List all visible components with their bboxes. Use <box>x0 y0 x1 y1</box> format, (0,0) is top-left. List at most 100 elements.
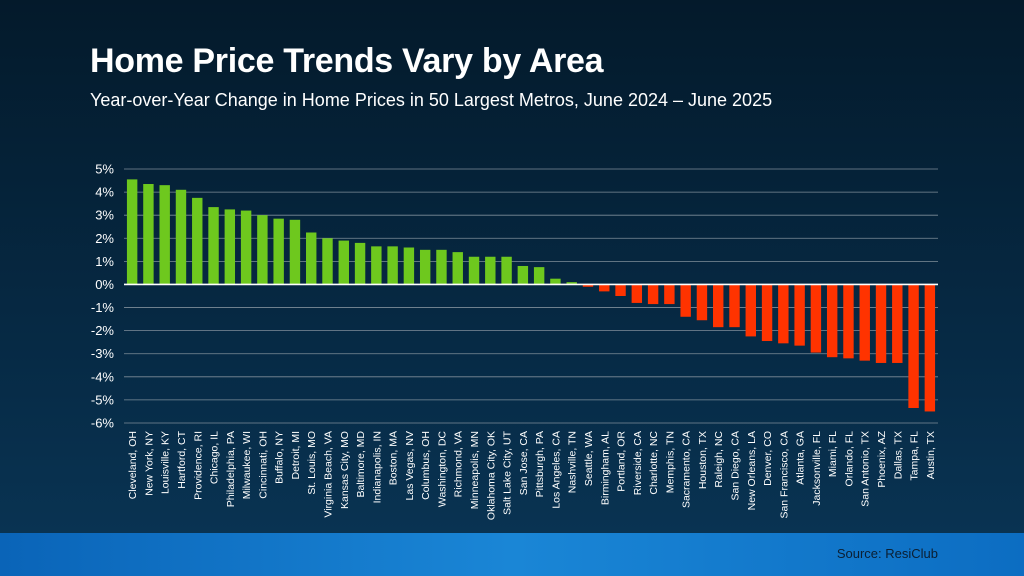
x-tick-label: Louisville, KY <box>160 431 172 494</box>
x-tick-label: Nashville, TN <box>567 431 579 493</box>
y-tick-label: 4% <box>95 185 114 200</box>
bar <box>126 179 138 285</box>
bar <box>224 209 236 285</box>
bar <box>566 282 577 285</box>
x-tick-label: Charlotte, NC <box>648 431 660 495</box>
source-note: Source: ResiClub <box>836 546 938 561</box>
bar <box>810 284 822 353</box>
y-tick-label: 5% <box>95 162 114 177</box>
x-tick-label: New York, NY <box>143 431 155 496</box>
chart-title: Home Price Trends Vary by Area <box>90 42 604 80</box>
footer-band: Source: ResiClub <box>0 533 1024 576</box>
bar <box>550 278 561 285</box>
x-tick-label: New Orleans, LA <box>746 431 758 510</box>
x-tick-label: St. Louis, MO <box>306 431 318 495</box>
bar <box>159 185 170 285</box>
bar <box>908 284 919 408</box>
bar <box>761 284 773 342</box>
x-tick-label: Austin, TX <box>925 431 937 479</box>
x-tick-label: Boston, MA <box>388 431 400 485</box>
x-tick-label: Richmond, VA <box>453 431 465 497</box>
y-axis-ticks: 5% 4% 3% 2% 1% 0% -1% -2% -3% -4% -5% -6% <box>91 162 115 431</box>
x-tick-label: Virginia Beach, VA <box>323 431 335 518</box>
y-tick-label: -5% <box>91 392 115 407</box>
x-tick-label: Portland, OR <box>616 431 628 492</box>
x-tick-label: Seattle, WA <box>583 431 595 486</box>
x-tick-label: Washington, DC <box>436 431 448 507</box>
x-tick-label: Kansas City, MO <box>339 431 351 509</box>
x-tick-label: Baltimore, MD <box>355 431 367 498</box>
bar <box>322 238 333 285</box>
bar <box>729 284 740 328</box>
bar <box>354 242 366 285</box>
y-tick-label: -4% <box>91 369 115 384</box>
bar <box>485 256 496 285</box>
x-tick-label: San Jose, CA <box>518 431 530 495</box>
x-tick-label: Providence, RI <box>192 431 204 500</box>
bar <box>257 215 268 285</box>
chart-subtitle: Year-over-Year Change in Home Prices in … <box>90 90 773 110</box>
y-tick-label: 0% <box>95 277 114 292</box>
x-tick-label: Philadelphia, PA <box>225 431 237 507</box>
y-tick-label: -1% <box>91 300 115 315</box>
bar <box>192 197 203 285</box>
bar <box>778 284 789 344</box>
x-tick-label: Detroit, MI <box>290 431 302 479</box>
x-tick-label: Sacramento, CA <box>681 431 693 508</box>
bar <box>664 284 675 305</box>
x-tick-label: Jacksonville, FL <box>811 431 823 506</box>
x-tick-label: Milwaukee, WI <box>241 431 253 499</box>
bar <box>696 284 708 321</box>
gridlines <box>124 168 938 424</box>
bar <box>143 184 154 285</box>
y-tick-label: 3% <box>95 208 114 223</box>
bar <box>501 256 512 285</box>
x-tick-label: Cleveland, OH <box>127 431 139 499</box>
bar <box>419 249 431 285</box>
x-tick-label: Minneapolis, MN <box>469 431 481 509</box>
x-tick-label: Los Angeles, CA <box>550 431 562 509</box>
bar <box>387 246 398 285</box>
x-tick-label: Oklahoma City, OK <box>485 431 497 520</box>
y-tick-label: -6% <box>91 416 115 431</box>
bar <box>582 284 594 287</box>
bar <box>599 284 610 292</box>
bar <box>371 246 382 285</box>
y-tick-label: 1% <box>95 254 114 269</box>
x-tick-label: Phoenix, AZ <box>876 430 888 487</box>
bar <box>452 252 463 285</box>
bars <box>126 179 936 412</box>
bar <box>745 284 756 337</box>
bar <box>468 256 480 285</box>
x-tick-label: Columbus, OH <box>420 431 432 500</box>
x-tick-label: San Diego, CA <box>730 431 742 500</box>
bar <box>826 284 838 358</box>
x-tick-label: Chicago, IL <box>209 431 221 484</box>
bar-chart: 5% 4% 3% 2% 1% 0% -1% -2% -3% -4% -5% -6% Cleveland… <box>91 162 938 520</box>
bar <box>533 267 545 285</box>
bar <box>306 232 317 285</box>
bar <box>631 284 643 303</box>
bar <box>892 284 903 363</box>
x-tick-label: Cincinnati, OH <box>257 431 269 499</box>
x-tick-label: Salt Lake City, UT <box>502 430 514 514</box>
x-tick-label: Pittsburgh, PA <box>534 431 546 497</box>
x-axis-labels: Cleveland, OH New York, NY Louisville, KY H… <box>127 430 937 520</box>
bar <box>517 265 529 285</box>
bar <box>680 284 691 317</box>
bar <box>713 284 724 328</box>
x-tick-label: Memphis, TN <box>664 431 676 493</box>
x-tick-label: Raleigh, NC <box>713 431 725 488</box>
bar <box>208 207 219 285</box>
x-tick-label: Hartford, CT <box>176 430 188 488</box>
bar <box>240 210 252 285</box>
x-tick-label: San Antonio, TX <box>860 431 872 507</box>
x-tick-label: Buffalo, NY <box>274 431 286 484</box>
x-tick-label: San Francisco, CA <box>778 431 790 519</box>
x-tick-label: Atlanta, GA <box>795 431 807 485</box>
x-tick-label: Miami, FL <box>827 431 839 477</box>
bar <box>403 247 415 285</box>
bar <box>338 240 349 285</box>
bar <box>647 284 659 305</box>
bar <box>273 218 284 285</box>
